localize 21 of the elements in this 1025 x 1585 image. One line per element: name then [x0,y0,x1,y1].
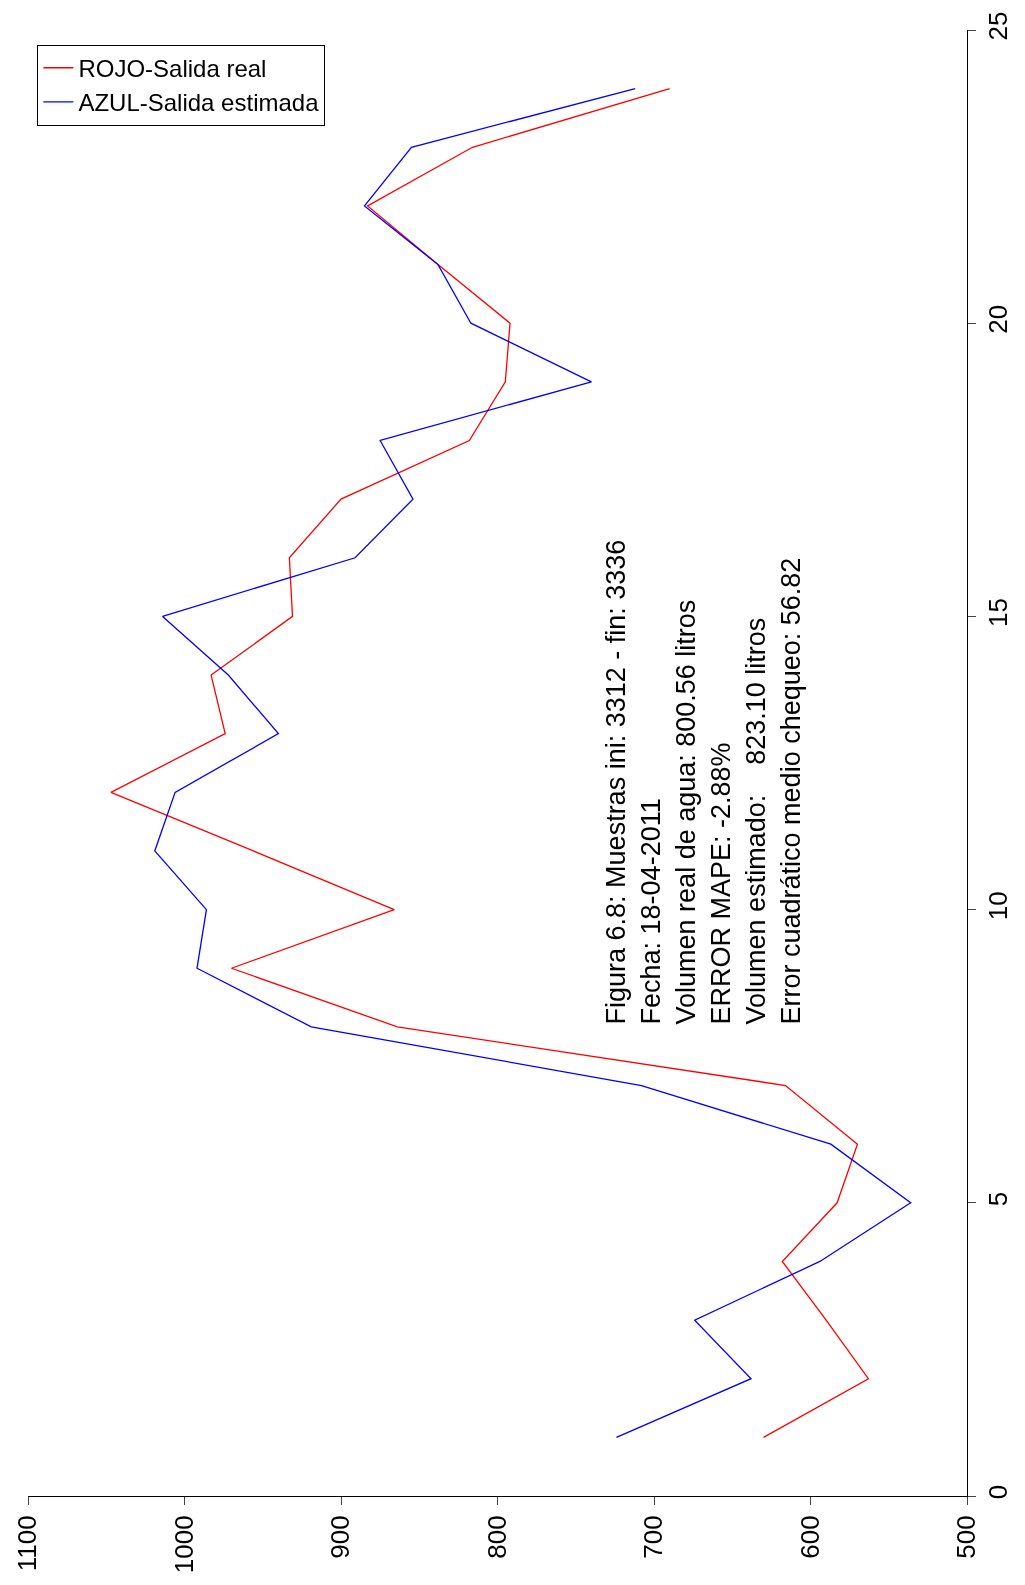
y-tick-label: 0 [983,1484,1014,1500]
y-tick-label: 25 [983,11,1014,41]
x-tick-label: 1100 [12,1515,43,1572]
annotation: Figura 6.8: Muestras ini: 3312 - fin: 3336 [600,539,631,1025]
annotation: Error cuadrático medio chequeo: 56.82 [776,557,807,1025]
annotation: Volumen estimado: 823.10 litros [741,617,772,1025]
legend-label: ROJO-Salida real [78,55,267,83]
x-tick-label: 900 [325,1515,356,1559]
x-tick-label: 800 [481,1515,512,1559]
x-tick-label: 600 [794,1515,825,1559]
x-tick-label: 500 [951,1515,982,1559]
y-tick-label: 10 [983,891,1014,921]
annotation: Volumen real de agua: 800.56 litros [670,599,701,1025]
x-tick-label: 700 [638,1515,669,1559]
legend-label: AZUL-Salida estimada [78,89,320,117]
annotation: Fecha: 18-04-2011 [635,798,666,1025]
x-tick-label: 1000 [168,1515,199,1574]
annotation: ERROR MAPE: -2.88% [706,742,736,1025]
y-tick-label: 20 [983,304,1014,334]
y-tick-label: 15 [983,598,1014,627]
y-tick-label: 5 [983,1191,1014,1207]
